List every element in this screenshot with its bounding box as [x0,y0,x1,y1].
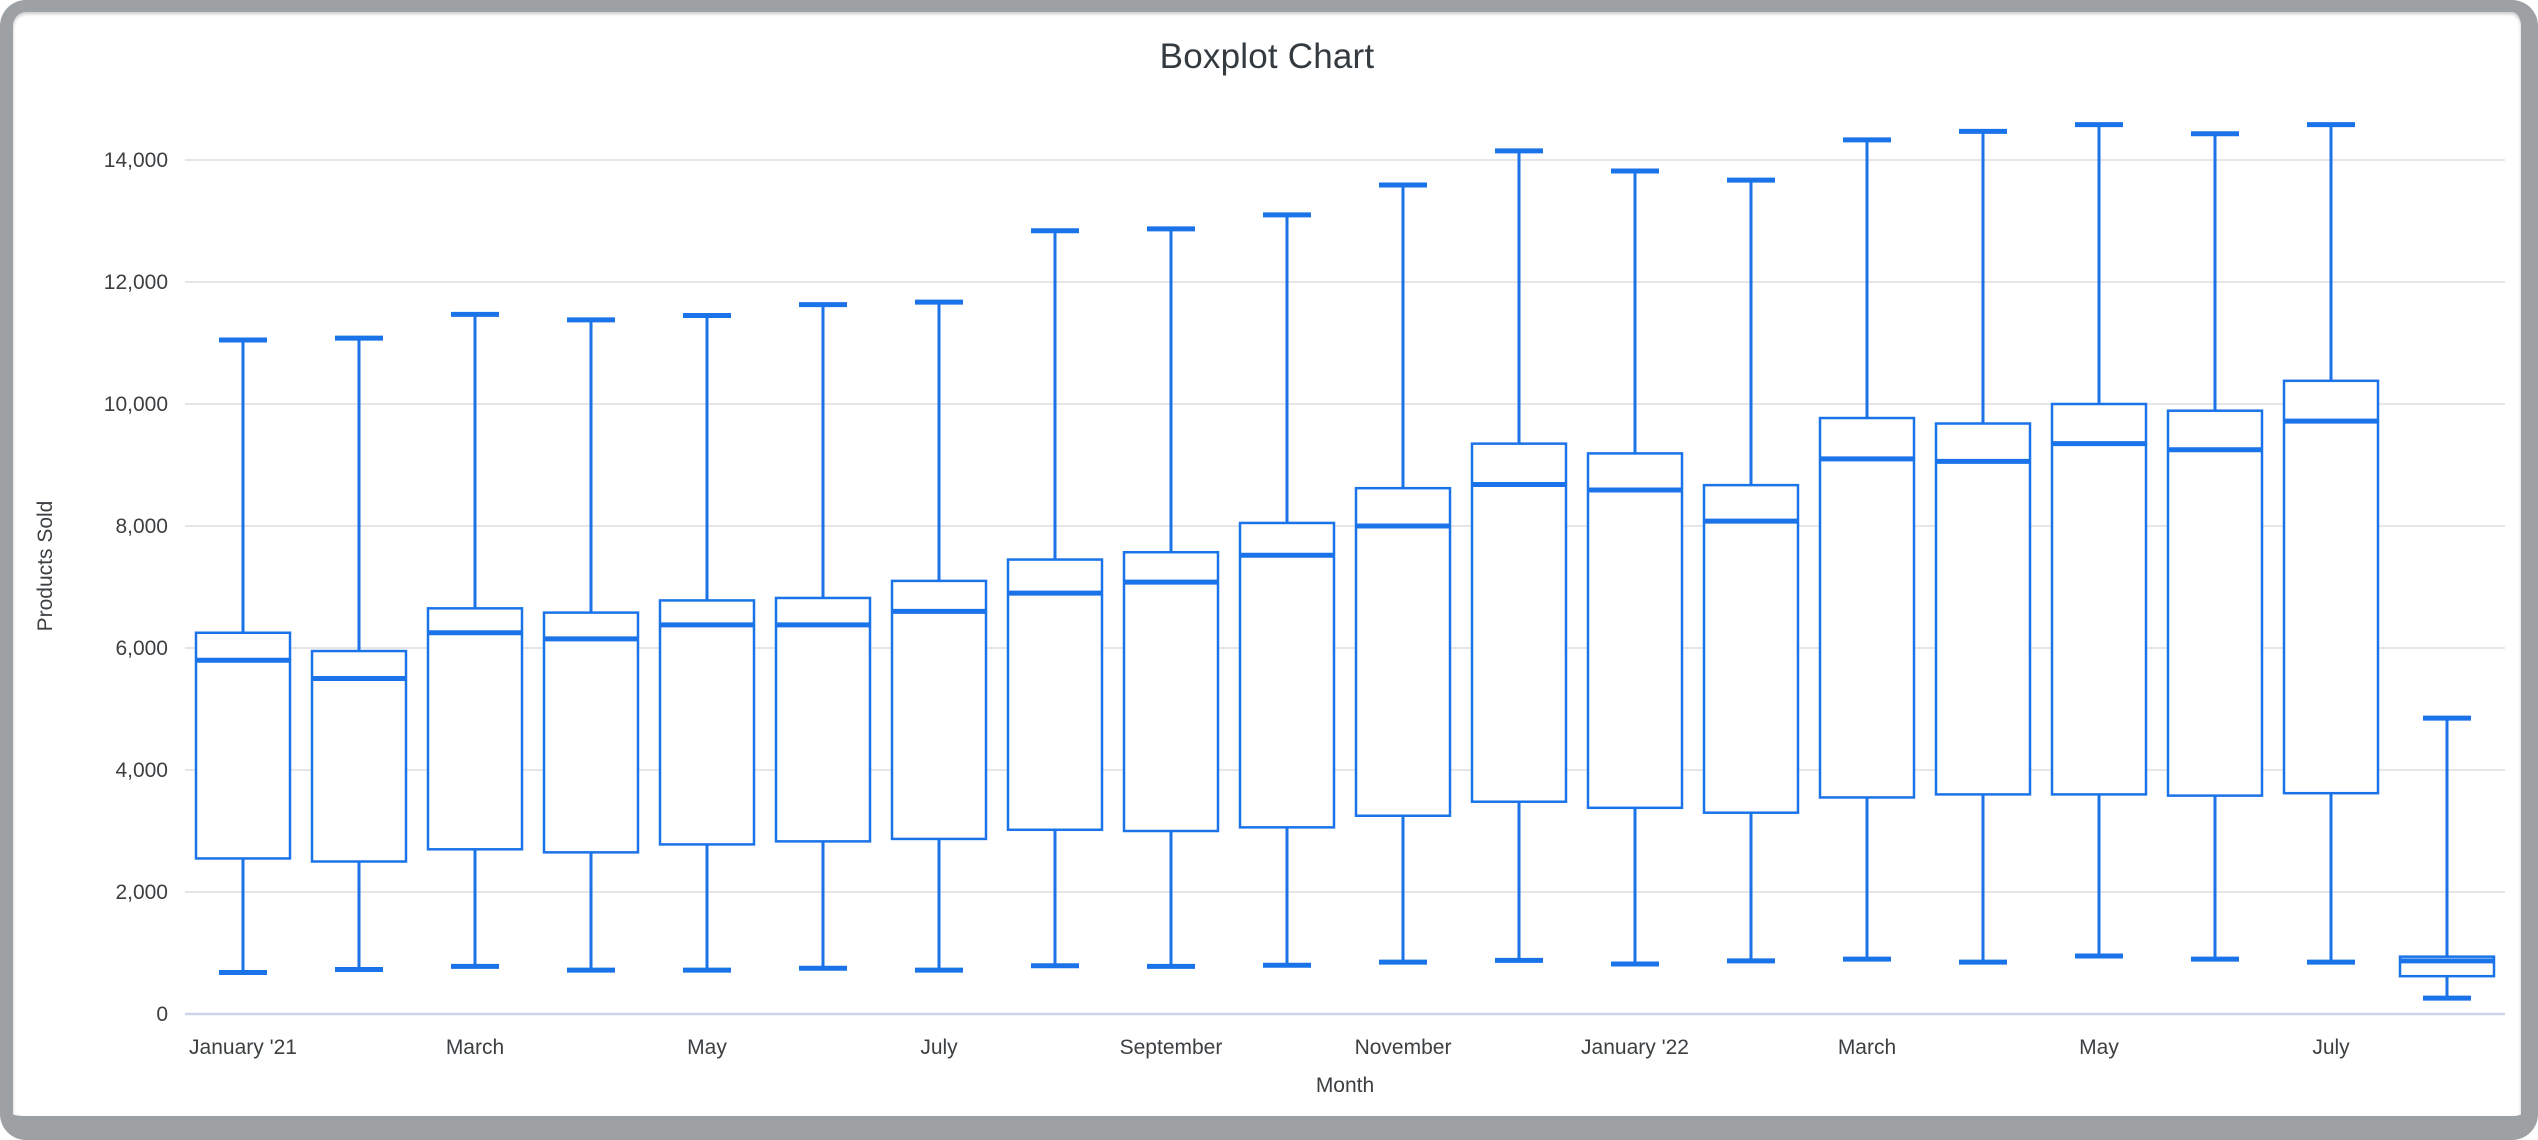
x-tick-label: May [2079,1036,2119,1059]
boxplot[interactable] [1934,128,2032,965]
x-tick-label: July [2312,1036,2350,1059]
boxplot[interactable] [1122,226,1220,969]
boxplot[interactable] [1470,148,1568,963]
boxplot[interactable] [2398,715,2496,1001]
boxplot[interactable] [1702,177,1800,964]
y-tick-label: 4,000 [115,759,168,782]
iqr-box [1354,486,1452,817]
boxplot[interactable] [1586,168,1684,967]
boxplot[interactable] [658,313,756,973]
boxplot[interactable] [1238,212,1336,968]
x-tick-label: May [687,1036,727,1059]
y-axis-title: Products Sold [34,500,57,632]
iqr-box [542,611,640,854]
iqr-box [1238,521,1336,829]
x-tick-label: July [920,1036,958,1059]
boxplot[interactable] [2166,131,2264,962]
y-tick-label: 0 [156,1003,168,1026]
chart-title: Boxplot Chart [1159,37,1375,76]
y-tick-label: 12,000 [104,271,168,294]
iqr-box [194,631,292,860]
boxplot[interactable] [1006,228,1104,969]
iqr-box [1122,550,1220,833]
y-tick-label: 10,000 [104,393,168,416]
boxplot[interactable] [774,302,872,971]
boxplot[interactable] [2050,122,2148,959]
x-tick-label: November [1355,1036,1452,1059]
iqr-box [774,596,872,843]
x-tick-label: March [446,1036,504,1059]
iqr-box [1586,452,1684,810]
y-tick-label: 2,000 [115,881,168,904]
boxplot[interactable] [542,317,640,973]
iqr-box [2282,379,2380,795]
boxplot[interactable] [1354,182,1452,965]
iqr-box [1818,416,1916,799]
y-tick-label: 14,000 [104,149,168,172]
iqr-box [1934,422,2032,796]
iqr-box [890,579,988,841]
iqr-box [310,649,408,863]
iqr-box [2050,402,2148,796]
y-tick-label: 8,000 [115,515,168,538]
boxplot[interactable] [310,335,408,972]
boxplot[interactable] [426,311,524,969]
iqr-box [1470,442,1568,803]
iqr-box [1006,558,1104,832]
boxplot[interactable] [194,337,292,976]
x-tick-label: January '22 [1581,1036,1689,1059]
x-tick-label: September [1120,1036,1223,1059]
iqr-box [2166,409,2264,797]
x-axis-title: Month [1315,1074,1375,1097]
iqr-box [426,607,524,851]
boxplot[interactable] [2282,122,2380,965]
x-tick-label: January '21 [189,1036,297,1059]
boxplot[interactable] [1818,137,1916,962]
x-tick-label: March [1838,1036,1896,1059]
y-tick-label: 6,000 [115,637,168,660]
boxplot[interactable] [890,299,988,973]
iqr-box [658,599,756,846]
iqr-box [1702,483,1800,814]
